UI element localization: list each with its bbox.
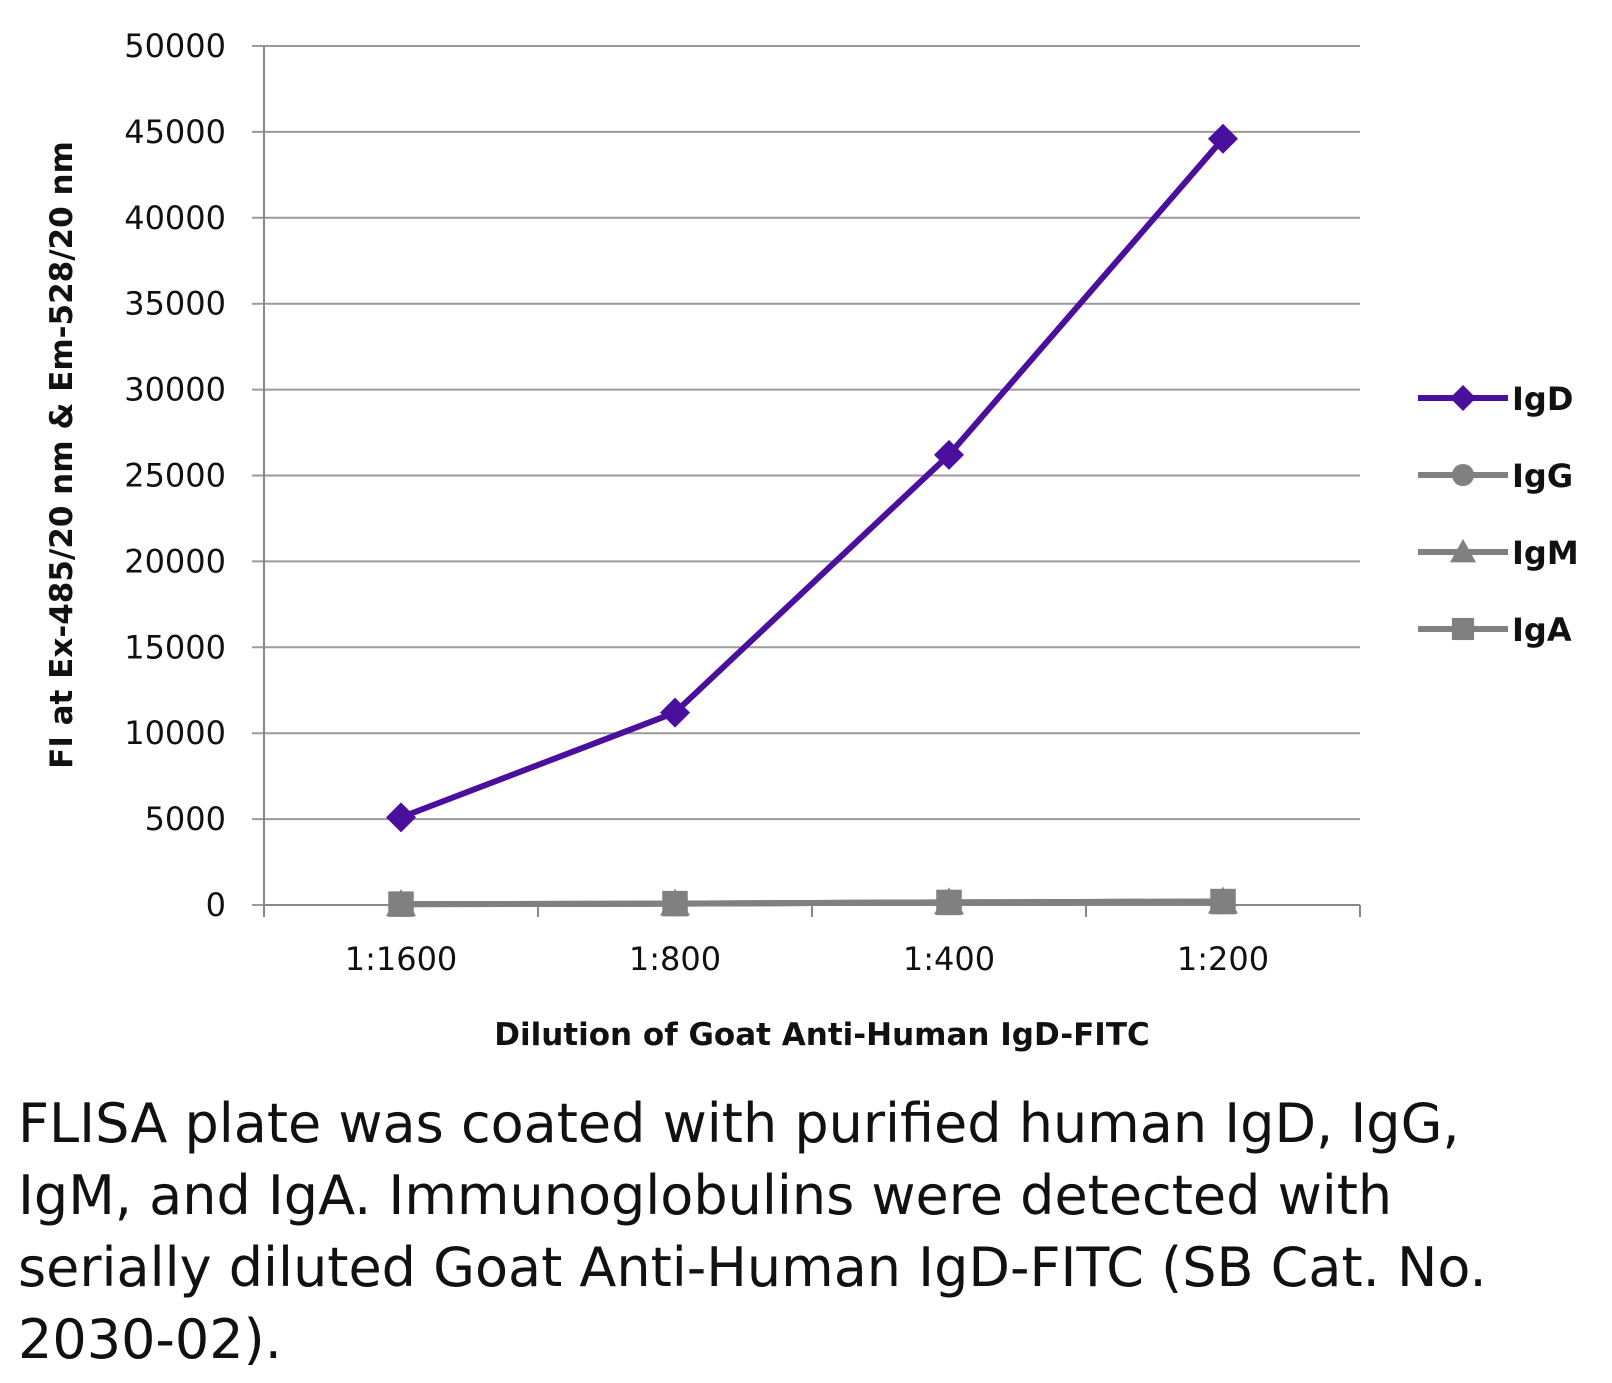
legend-marker [1450,539,1476,563]
legend-item-igg: IgG [1418,457,1573,495]
y-tick-label: 10000 [124,714,226,752]
series-igd [386,123,1238,833]
data-point [936,889,962,916]
data-point [388,891,414,917]
y-axis-title: FI at Ex-485/20 nm & Em-528/20 nm [44,141,80,769]
legend-label: IgM [1512,534,1579,572]
figure-caption: FLISA plate was coated with purified hum… [18,1092,1487,1371]
y-tick-label: 30000 [124,371,226,409]
y-tick-label: 15000 [124,628,226,666]
y-tick-label: 45000 [124,113,226,151]
data-point [660,697,690,728]
data-point [386,802,416,833]
line-chart: 0 5000 10000 15000 20000 25000 30000 35000 40000… [44,27,1579,1053]
data-point [662,890,688,917]
legend-item-iga: IgA [1418,611,1572,649]
legend-marker [1450,385,1476,411]
x-tick-labels: 1:1600 1:800 1:400 1:200 [345,940,1269,978]
y-tick-label: 50000 [124,27,226,65]
legend-marker [1451,463,1475,487]
data-point [1210,888,1236,915]
y-tick-label: 0 [206,886,226,924]
x-tick-label: 1:400 [903,940,995,978]
legend-item-igd: IgD [1418,380,1573,418]
legend-item-igm: IgM [1418,534,1579,572]
legend-label: IgG [1512,457,1573,495]
gridlines [252,45,1361,917]
y-tick-label: 35000 [124,285,226,323]
y-tick-label: 25000 [124,457,226,495]
y-tick-label: 5000 [145,800,226,838]
series-group [386,123,1238,917]
y-tick-label: 20000 [124,542,226,580]
series-line [399,136,1226,821]
x-axis-title: Dilution of Goat Anti-Human IgD-FITC [494,1017,1149,1053]
x-tick-label: 1:1600 [345,940,458,978]
x-tick-label: 1:200 [1177,940,1269,978]
data-point [1208,123,1238,154]
y-tick-labels: 0 5000 10000 15000 20000 25000 30000 35000 40000… [124,27,226,924]
legend-label: IgD [1512,380,1573,418]
legend: IgD IgG IgM IgA [1418,380,1579,649]
data-point [934,439,964,470]
series-line [400,898,1224,908]
y-tick-label: 40000 [124,199,226,237]
legend-label: IgA [1512,611,1572,649]
legend-marker [1451,617,1475,641]
series-igg [388,888,1236,917]
x-tick-label: 1:800 [629,940,721,978]
